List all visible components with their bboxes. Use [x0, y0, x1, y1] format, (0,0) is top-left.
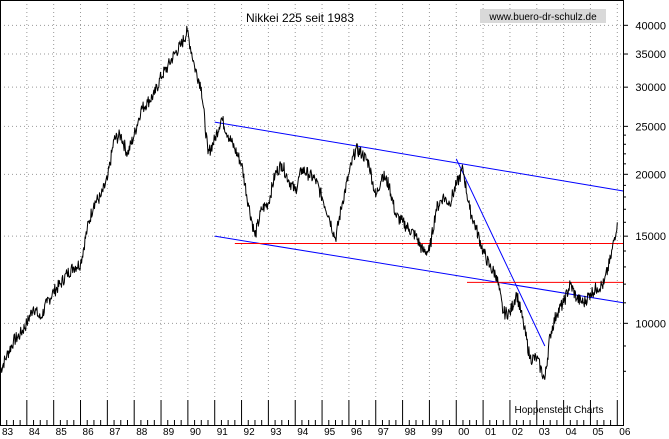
- x-tick-label-98: 98: [405, 427, 417, 438]
- x-tick-label-89: 89: [163, 427, 175, 438]
- y-tick-label-40000: 40000: [635, 20, 666, 32]
- series-group: [0, 25, 618, 380]
- series-line-0: [0, 25, 618, 380]
- x-tick-label-90: 90: [190, 427, 202, 438]
- y-tick-label-20000: 20000: [635, 169, 666, 181]
- x-tick-label-06: 06: [619, 427, 631, 438]
- chart-title: Nikkei 225 seit 1983: [246, 11, 354, 25]
- x-tick-label-05: 05: [592, 427, 604, 438]
- x-tick-label-04: 04: [566, 427, 578, 438]
- x-tick-label-85: 85: [56, 427, 68, 438]
- plot-frame: [0, 0, 624, 426]
- y-tick-label-10000: 10000: [635, 318, 666, 330]
- x-tick-label-84: 84: [29, 427, 41, 438]
- x-tick-label-00: 00: [458, 427, 470, 438]
- trend-line-0: [214, 121, 625, 192]
- y-axis: 10000 15000 20000 25000 30000 35000 40000: [624, 20, 666, 372]
- credit-text: Hoppenstedt Charts: [515, 405, 604, 416]
- x-tick-label-94: 94: [297, 427, 309, 438]
- x-tick-label-91: 91: [217, 427, 229, 438]
- x-tick-label-93: 93: [270, 427, 282, 438]
- x-tick-label-83: 83: [2, 427, 14, 438]
- trend-line-1: [214, 235, 625, 304]
- y-tick-label-35000: 35000: [635, 49, 666, 61]
- x-tick-label-88: 88: [136, 427, 148, 438]
- x-axis: 83 84 85 86 87 88 89 90 91 92 93 94 95 96 97 98 99 00 01 02…: [0, 400, 631, 438]
- y-tick-label-30000: 30000: [635, 82, 666, 94]
- trend-lines: [214, 121, 625, 347]
- x-tick-label-97: 97: [378, 427, 390, 438]
- x-tick-label-92: 92: [244, 427, 256, 438]
- x-tick-label-02: 02: [512, 427, 524, 438]
- grid: [0, 0, 624, 400]
- x-tick-label-96: 96: [351, 427, 363, 438]
- y-tick-label-25000: 25000: [635, 121, 666, 133]
- x-tick-label-01: 01: [485, 427, 497, 438]
- source-url: www.buero-dr-schulz.de: [488, 12, 597, 23]
- url-box: [480, 9, 606, 23]
- trend-line-2: [455, 158, 546, 347]
- x-tick-label-86: 86: [83, 427, 95, 438]
- x-tick-label-03: 03: [539, 427, 551, 438]
- x-tick-label-99: 99: [431, 427, 443, 438]
- x-tick-label-87: 87: [109, 427, 121, 438]
- y-tick-label-15000: 15000: [635, 231, 666, 243]
- x-tick-label-95: 95: [324, 427, 336, 438]
- plot-area-background: [0, 0, 624, 425]
